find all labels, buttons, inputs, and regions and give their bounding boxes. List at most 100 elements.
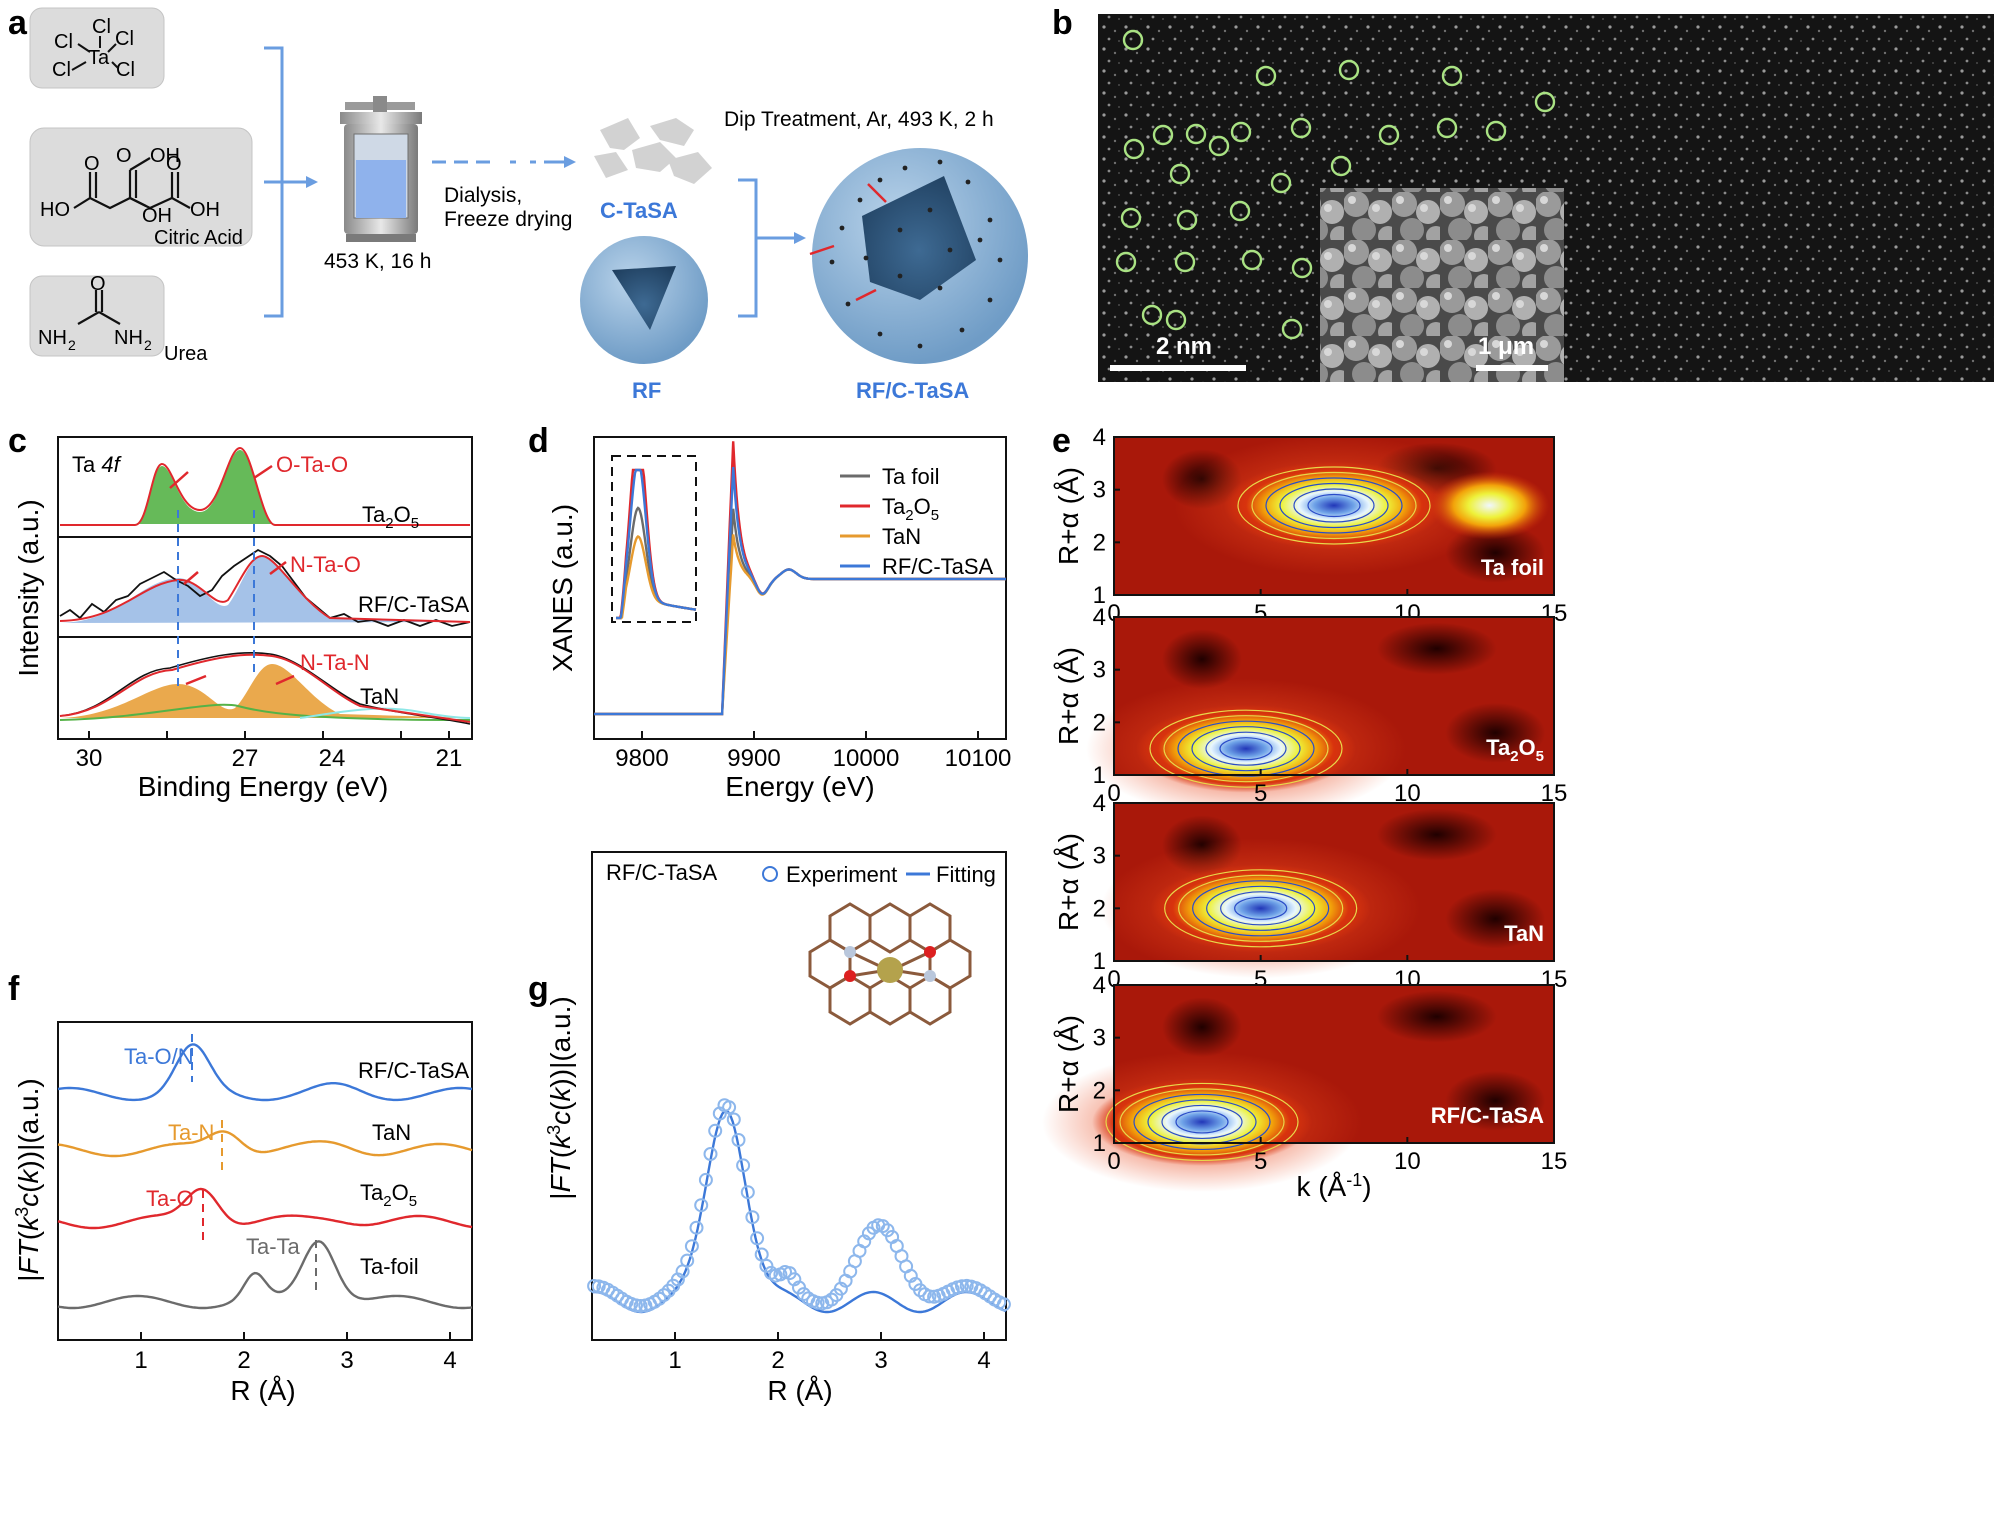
ft-line-0: [57, 1043, 473, 1102]
e-ytick: 4: [1093, 790, 1106, 817]
ta4f-title: Ta 4f: [72, 452, 123, 477]
panel-c: Ta 4f O-Ta-O Ta2O5 N-Ta-O RF/C-TaSA N-Ta…: [13, 436, 473, 802]
urea-nh: NH: [38, 327, 67, 349]
ft-exafs-lines: [57, 1043, 473, 1310]
e-xtick: 5: [1254, 1148, 1267, 1175]
panel-label-a: a: [8, 4, 28, 42]
experiment-point: [824, 1292, 839, 1307]
e-xtick: 10: [1394, 1148, 1421, 1175]
panel-label-g: g: [528, 970, 549, 1008]
f-peak-ta-n: Ta-N: [168, 1120, 214, 1145]
c-tasa-label: C-TaSA: [600, 198, 678, 223]
c-xtick: 24: [319, 745, 346, 772]
rf-label: RF: [632, 378, 661, 403]
c-xtick: 21: [436, 745, 463, 772]
tacl5-cl: Cl: [115, 28, 134, 50]
e-ytick: 4: [1093, 424, 1106, 451]
f-name-ta-foil: Ta-foil: [360, 1254, 419, 1279]
e-map-name: Ta foil: [1481, 555, 1544, 580]
citric-o: O: [116, 145, 132, 167]
wt-max: [1136, 704, 1356, 793]
o-atom: [844, 970, 856, 982]
citric-o: O: [84, 153, 100, 175]
f-peak-ta-o-n: Ta-O/N: [124, 1044, 194, 1069]
citric-o: O: [166, 153, 182, 175]
dip-treatment-label: Dip Treatment, Ar, 493 K, 2 h: [724, 108, 994, 131]
experiment-point: [922, 1289, 937, 1304]
c-xtick: 27: [232, 745, 259, 772]
experiment-point: [996, 1297, 1011, 1312]
sem-inset: [1320, 188, 1564, 382]
e-ytick: 1: [1093, 1130, 1106, 1157]
rf-c-tasa-label: RF/C-TaSA: [856, 378, 969, 403]
experiment-point: [750, 1231, 765, 1246]
peak-label-o-ta-o: O-Ta-O: [276, 452, 348, 477]
experiment-point: [684, 1239, 699, 1254]
panel-label-c: c: [8, 422, 27, 460]
experiment-point: [745, 1210, 760, 1225]
tacl5-ta: Ta: [88, 47, 110, 69]
experiment-point: [656, 1288, 671, 1303]
f-peak-ta-ta: Ta-Ta: [246, 1234, 301, 1259]
g-xtick: 4: [977, 1347, 990, 1374]
e-ytick: 1: [1093, 948, 1106, 975]
d-xtick: 9900: [727, 745, 780, 772]
e-map-name: RF/C-TaSA: [1431, 1103, 1544, 1128]
legend-tan: TaN: [882, 524, 921, 549]
row-label-rf-c-tasa: RF/C-TaSA: [358, 592, 470, 617]
e-ytick: 4: [1093, 604, 1106, 631]
c-xtick: 30: [76, 745, 103, 772]
panel-label-e: e: [1052, 422, 1071, 460]
legend-ta2o5: Ta2O5: [882, 494, 939, 524]
citric-ho: HO: [40, 199, 70, 221]
urea-label: Urea: [164, 343, 208, 365]
citric-oh: OH: [150, 145, 180, 167]
citric-oh: OH: [142, 205, 172, 227]
wt-max: [1150, 864, 1371, 953]
citric-acid-label: Citric Acid: [154, 227, 243, 249]
autoclave-conditions: 453 K, 16 h: [324, 250, 431, 273]
d-xlabel: Energy (eV): [725, 771, 874, 802]
experiment-point: [731, 1133, 746, 1147]
ta-atom: [877, 957, 903, 983]
experiment-point: [689, 1220, 704, 1235]
urea-sub: 2: [144, 337, 152, 353]
xanes-line-3: [594, 466, 1006, 716]
ft-line-1: [57, 1130, 473, 1158]
f-xtick: 2: [237, 1347, 250, 1374]
legend-ta-foil: Ta foil: [882, 464, 939, 489]
f-peak-ta-o: Ta-O: [146, 1186, 194, 1211]
tacl5-cl: Cl: [116, 59, 135, 81]
n-atom: [924, 970, 936, 982]
tacl5-box: [29, 7, 165, 89]
experiment-point: [680, 1253, 695, 1268]
panel-label-f: f: [8, 970, 20, 1008]
e-ytick: 3: [1093, 477, 1106, 504]
f-xlabel: R (Å): [230, 1375, 295, 1406]
ft-line-3: [57, 1240, 473, 1310]
panel-g: RF/C-TaSA Experiment Fitting 1: [544, 851, 1011, 1406]
f-name-ta2o5: Ta2O5: [360, 1180, 417, 1210]
d-legend: Ta foil Ta2O5 TaN RF/C-TaSA: [840, 464, 994, 579]
panel-b: 2 nm 1 μm: [1098, 14, 1994, 382]
fit-lines: [587, 1098, 1011, 1314]
e-xtick: 5: [1254, 780, 1267, 807]
experiment-point: [722, 1100, 737, 1115]
urea-nh: NH: [114, 327, 143, 349]
d-xtick: 9800: [615, 745, 668, 772]
panel-d: Ta foil Ta2O5 TaN RF/C-TaSA 9800 9900 10…: [547, 436, 1011, 802]
tacl5-cl: Cl: [54, 31, 73, 53]
e-ytick: 3: [1093, 843, 1106, 870]
d-xtick: 10000: [833, 745, 900, 772]
g-sample-label: RF/C-TaSA: [606, 860, 718, 885]
experiment-point: [698, 1172, 713, 1187]
f-name-rf-c-tasa: RF/C-TaSA: [358, 1058, 470, 1083]
row-label-ta2o5: Ta2O5: [362, 502, 419, 532]
experiment-point: [796, 1287, 811, 1302]
tacl5-cl: Cl: [52, 59, 71, 81]
xanes-inset-line-3: [616, 468, 697, 620]
